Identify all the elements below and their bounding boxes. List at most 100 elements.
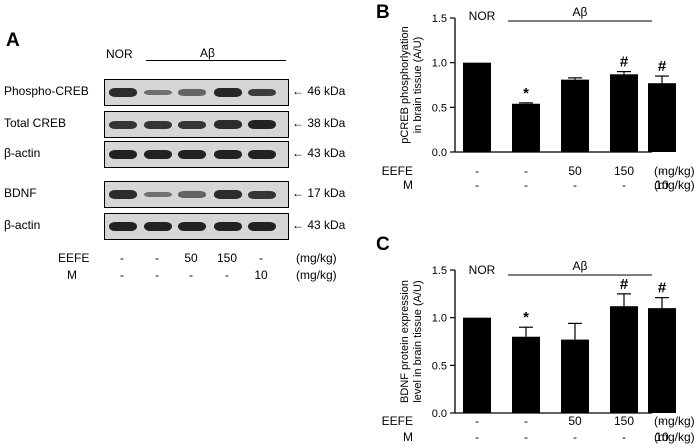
blot-band <box>214 120 242 129</box>
blot-band <box>144 222 172 231</box>
blot-band <box>144 191 172 198</box>
blot-strip <box>104 141 289 168</box>
chart-c-eefe-value: - <box>475 414 479 428</box>
chart-b-abeta-label: Aβ <box>573 5 588 19</box>
chart-b-m-value: - <box>475 178 479 192</box>
chart-b-nor-label: NOR <box>469 9 496 23</box>
blot-band <box>144 120 172 129</box>
chart-b-m-label: M <box>403 178 413 192</box>
kda-marker: ← 46 kDa <box>292 84 346 98</box>
chart-c-bar <box>463 317 491 413</box>
chart-b-bar <box>463 62 491 152</box>
panel-a-eefe-value: 50 <box>184 251 198 265</box>
chart-b-m-value: - <box>622 178 626 192</box>
panel-a-eefe-label: EEFE <box>58 251 90 265</box>
chart-c-m-unit: (mg/kg) <box>654 430 695 444</box>
chart-b-y-axis-label: in brain tissue (A/U) <box>412 37 424 134</box>
blot-band <box>109 88 137 97</box>
kda-marker: ← 38 kDa <box>292 116 346 130</box>
blot-band <box>178 191 206 198</box>
chart-c-eefe-value: 150 <box>614 414 634 428</box>
blot-label: Total CREB <box>4 116 67 130</box>
chart-c-m-value: - <box>475 430 479 444</box>
chart-b-eefe-value: - <box>524 164 528 178</box>
blot-band <box>214 190 242 199</box>
blot-band <box>144 150 172 159</box>
chart-c-m-value: - <box>573 430 577 444</box>
chart-c-bar <box>648 308 676 413</box>
blot-strip <box>104 111 289 138</box>
chart-c-m-label: M <box>403 430 413 444</box>
panel-a-eefe-value: 150 <box>216 251 238 265</box>
chart-c-nor-label: NOR <box>469 263 496 277</box>
blot-band <box>109 190 137 199</box>
chart-b-eefe-value: 50 <box>568 164 582 178</box>
chart-c-eefe-value: 50 <box>568 414 582 428</box>
panel-a-m-value: - <box>225 268 229 282</box>
panel-a-letter: A <box>6 30 20 51</box>
blot-band <box>214 88 242 97</box>
chart-b-y-axis-label: pCREB phosphorlyation <box>399 26 411 143</box>
chart-c-m-value: - <box>524 430 528 444</box>
blot-band <box>214 150 242 159</box>
panel-a-m-value: - <box>120 268 124 282</box>
blot-band <box>178 150 206 159</box>
blot-band <box>178 89 206 96</box>
chart-c-panel-letter: C <box>376 234 390 255</box>
blot-strip <box>104 181 289 208</box>
blot-band <box>109 120 137 129</box>
panel-a-m-value: - <box>155 268 159 282</box>
blot-band <box>248 88 276 97</box>
chart-b-bar <box>512 103 540 152</box>
chart-c-significance-marker: * <box>523 309 529 326</box>
chart-c-y-tick-label: 1.5 <box>432 265 447 277</box>
blot-band <box>248 190 276 199</box>
chart-b-bar <box>561 79 589 152</box>
chart-b-eefe-unit: (mg/kg) <box>654 164 695 178</box>
chart-b-m-value: 10 <box>655 178 669 192</box>
panel-a-abeta-line <box>146 60 286 61</box>
chart-b-y-tick-label: 0.0 <box>432 147 447 159</box>
kda-marker: ← 43 kDa <box>292 218 346 232</box>
blot-band <box>178 120 206 129</box>
chart-b-panel-letter: B <box>376 2 390 23</box>
panel-a-eefe-value: - <box>120 251 124 265</box>
chart-b-bar <box>610 74 638 152</box>
chart-c-m-value: 10 <box>655 430 669 444</box>
chart-b-m-unit: (mg/kg) <box>654 178 695 192</box>
blot-band <box>109 222 137 231</box>
chart-b-y-tick-label: 0.5 <box>432 102 447 114</box>
panel-a-m-label: M <box>67 268 77 282</box>
panel-a-eefe-value: - <box>155 251 159 265</box>
chart-b-m-value: - <box>573 178 577 192</box>
chart-b-eefe-label: EEFE <box>382 164 413 178</box>
chart-c-significance-marker: # <box>658 280 667 297</box>
blot-label: β-actin <box>4 218 41 232</box>
chart-c-m-value: - <box>622 430 626 444</box>
kda-marker: ← 17 kDa <box>292 186 346 200</box>
chart-b-eefe-value: - <box>660 164 664 178</box>
chart-c-eefe-unit: (mg/kg) <box>654 414 695 428</box>
chart-b-significance-marker: # <box>658 58 667 75</box>
blot-band <box>144 89 172 96</box>
blot-band <box>248 150 276 159</box>
chart-c-significance-marker: # <box>620 276 629 293</box>
blot-band <box>109 150 137 159</box>
chart-c-y-tick-label: 0.0 <box>432 408 447 420</box>
panel-a-eefe-unit: (mg/kg) <box>296 251 337 265</box>
blot-band <box>178 222 206 231</box>
chart-c-bar <box>561 339 589 413</box>
panel-a-eefe-value: - <box>259 251 263 265</box>
chart-b-bar <box>648 83 676 152</box>
chart-c-abeta-label: Aβ <box>573 259 588 273</box>
chart-b-y-tick-label: 1.0 <box>432 58 447 70</box>
blot-band <box>214 222 242 231</box>
chart-c-eefe-value: - <box>524 414 528 428</box>
panel-a-m-value: 10 <box>254 268 268 282</box>
blot-band <box>248 120 276 129</box>
blot-label: Phospho-CREB <box>4 84 89 98</box>
blot-label: BDNF <box>4 186 37 200</box>
panel-a-nor-label: NOR <box>106 47 133 61</box>
panel-a-m-value: - <box>189 268 193 282</box>
blot-band <box>248 222 276 231</box>
